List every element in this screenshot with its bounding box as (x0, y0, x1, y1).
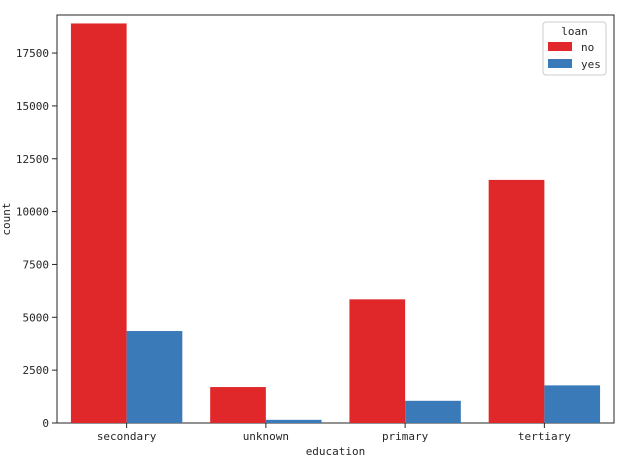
x-tick-label: primary (382, 430, 429, 443)
x-tick-label: unknown (243, 430, 289, 443)
legend: loan no yes (542, 21, 607, 76)
legend-swatch-yes (548, 59, 572, 68)
plot-area (56, 14, 615, 424)
bar-no-tertiary (488, 179, 545, 423)
y-tick-label: 7500 (23, 258, 50, 271)
legend-label-no: no (581, 41, 594, 54)
y-tick-label: 15000 (16, 100, 49, 113)
bar-no-primary (349, 299, 406, 423)
y-tick-label: 5000 (23, 311, 50, 324)
y-tick-label: 0 (42, 417, 49, 430)
legend-swatch-no (548, 42, 572, 51)
bar-yes-secondary (126, 331, 183, 423)
bars-group (70, 23, 601, 423)
bar-no-secondary (70, 23, 127, 423)
x-axis: secondary unknown primary tertiary (97, 423, 571, 443)
y-axis: 0 2500 5000 7500 10000 12500 15000 17500 (16, 47, 57, 430)
y-tick-label: 17500 (16, 47, 49, 60)
bar-yes-unknown (265, 419, 322, 423)
legend-label-yes: yes (581, 58, 601, 71)
y-axis-label: count (0, 202, 13, 235)
bar-yes-tertiary (544, 385, 601, 423)
legend-title: loan (561, 25, 588, 38)
y-tick-label: 10000 (16, 206, 49, 219)
x-tick-label: secondary (97, 430, 157, 443)
x-axis-label: education (306, 445, 366, 458)
x-tick-label: tertiary (518, 430, 571, 443)
bar-no-unknown (210, 387, 266, 423)
y-tick-label: 2500 (23, 364, 50, 377)
y-tick-label: 12500 (16, 153, 49, 166)
legend-items: no yes (548, 41, 601, 71)
bar-yes-primary (405, 400, 461, 423)
